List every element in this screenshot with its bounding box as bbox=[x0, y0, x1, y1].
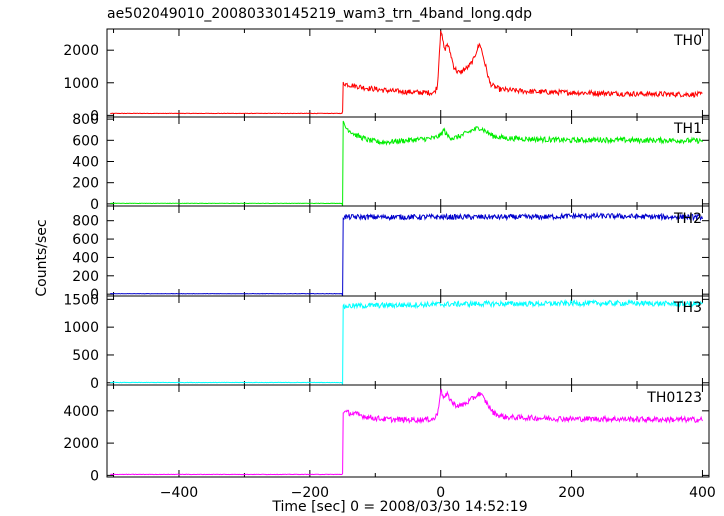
panel-label-th0123: TH0123 bbox=[646, 390, 702, 406]
y-tick-label: 0 bbox=[90, 197, 99, 213]
chart-title: ae502049010_20080330145219_wam3_trn_4ban… bbox=[107, 6, 532, 22]
y-tick-label: 800 bbox=[72, 112, 99, 128]
y-tick-label: 0 bbox=[90, 287, 99, 303]
x-tick-label: −200 bbox=[291, 485, 329, 501]
y-tick-label: 1500 bbox=[63, 292, 99, 308]
panels: 010002000TH00200400600800TH1020040060080… bbox=[63, 28, 716, 501]
y-tick-label: 0 bbox=[90, 108, 99, 124]
y-tick-label: 1000 bbox=[63, 76, 99, 92]
y-tick-label: 200 bbox=[72, 176, 99, 192]
y-tick-label: 0 bbox=[90, 468, 99, 484]
y-tick-label: 1000 bbox=[63, 320, 99, 336]
y-tick-label: 2000 bbox=[63, 43, 99, 59]
series-line-th2 bbox=[110, 211, 703, 296]
y-tick-label: 200 bbox=[72, 269, 99, 285]
y-tick-label: 400 bbox=[72, 155, 99, 171]
panel-label-th1: TH1 bbox=[673, 121, 702, 137]
y-tick-label: 4000 bbox=[63, 404, 99, 420]
panel-frame-th0123 bbox=[106, 384, 710, 478]
panel-label-th2: TH2 bbox=[673, 211, 702, 227]
series-line-th0123 bbox=[110, 388, 703, 476]
series-line-th3 bbox=[110, 298, 703, 385]
y-tick-label: 600 bbox=[72, 133, 99, 149]
panel-label-th0: TH0 bbox=[673, 33, 702, 49]
panel-frame-th1 bbox=[106, 116, 710, 207]
panel-label-th3: TH3 bbox=[673, 300, 702, 316]
y-tick-label: 800 bbox=[72, 214, 99, 230]
y-axis-title: Counts/sec bbox=[34, 219, 50, 296]
panel-frame-th2 bbox=[106, 205, 710, 297]
x-axis-title: Time [sec] 0 = 2008/03/30 14:52:19 bbox=[271, 499, 527, 515]
x-tick-label: 400 bbox=[689, 485, 716, 501]
y-tick-label: 600 bbox=[72, 232, 99, 248]
y-tick-label: 500 bbox=[72, 348, 99, 364]
series-line-th1 bbox=[110, 120, 703, 207]
y-tick-label: 2000 bbox=[63, 436, 99, 452]
x-tick-label: −400 bbox=[160, 485, 198, 501]
series-line-th0 bbox=[110, 30, 703, 115]
y-tick-label: 0 bbox=[90, 376, 99, 392]
y-tick-label: 400 bbox=[72, 250, 99, 266]
panel-frame-th3 bbox=[106, 295, 710, 386]
x-tick-label: 0 bbox=[436, 485, 445, 501]
x-tick-label: 200 bbox=[558, 485, 585, 501]
panel-frame-th0 bbox=[106, 28, 710, 118]
